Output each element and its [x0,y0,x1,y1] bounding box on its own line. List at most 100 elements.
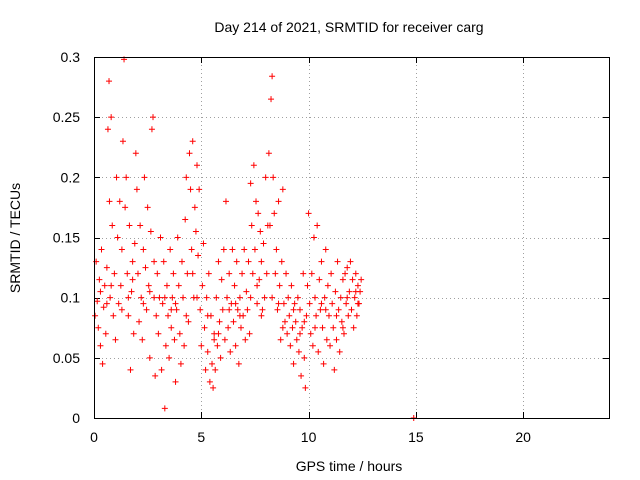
data-point [303,312,310,319]
data-point [241,246,248,253]
data-point [218,276,225,283]
data-point [344,294,351,301]
x-tick-label: 10 [301,429,317,445]
data-point [293,336,300,343]
data-point [221,336,228,343]
data-point [256,276,263,283]
data-point [103,300,110,307]
data-point [236,294,243,301]
data-point [139,336,146,343]
data-point [305,210,312,217]
data-point [130,330,137,337]
data-point [204,312,211,319]
data-point [248,222,255,229]
data-point [198,342,205,349]
data-point [295,348,302,355]
data-point [124,270,131,277]
data-point [132,150,139,157]
data-point [243,288,250,295]
data-point [358,276,365,283]
data-point [206,378,213,385]
data-point [163,282,170,289]
x-axis-label: GPS time / hours [296,458,403,474]
data-point [275,300,282,307]
data-point [118,246,125,253]
data-point [140,300,147,307]
data-point [352,288,359,295]
data-point [92,312,99,319]
data-point [307,330,314,337]
data-point [108,282,115,289]
data-point [254,300,261,307]
data-point [268,96,275,103]
y-tick-label: 0.05 [53,350,80,366]
data-point [297,306,303,313]
data-point [127,366,134,373]
data-point [154,270,161,277]
data-point [290,360,297,367]
data-point [147,228,154,235]
data-point [194,294,200,301]
y-tick-label: 0 [72,410,80,426]
data-point [289,324,296,331]
y-tick-label: 0.2 [61,169,81,185]
data-point [333,336,340,343]
data-point [170,270,177,277]
data-point [103,264,110,271]
data-point [301,318,308,325]
data-point [290,306,297,313]
data-point [150,114,157,121]
data-points [92,56,417,421]
data-point [125,312,132,319]
data-point [328,270,335,277]
data-point [98,246,105,253]
plot-frame [94,57,610,419]
data-point [330,324,337,331]
data-point [351,294,358,301]
y-tick-label: 0.15 [53,230,80,246]
data-point [108,114,115,121]
data-point [297,330,303,337]
data-point [336,348,343,355]
data-point [350,324,357,331]
data-point [148,126,155,133]
data-point [247,180,254,187]
data-point [270,174,277,181]
data-point [162,342,169,349]
data-point [253,198,260,205]
data-point [183,174,190,181]
data-point [131,240,138,247]
data-point [287,342,294,349]
data-point [301,354,308,361]
data-point [310,234,317,241]
data-point [192,228,199,235]
data-point [239,270,246,277]
data-point [184,270,191,277]
data-point [144,204,151,211]
data-point [323,336,330,343]
data-point [284,330,291,337]
data-point [279,324,286,331]
data-point [274,306,281,313]
data-point [212,366,219,373]
data-point [186,150,193,157]
data-point [183,312,190,319]
data-point [231,282,238,289]
data-point [140,246,147,253]
data-point [173,306,180,313]
data-point [209,360,216,367]
data-point [257,228,264,235]
data-point [159,300,166,307]
x-tick-labels: 0 5 10 15 20 [90,429,531,445]
data-point [141,174,148,181]
data-point [294,294,301,301]
data-point [251,246,258,253]
data-point [340,330,347,337]
data-point [235,360,242,367]
data-point [275,198,282,205]
data-point [331,366,338,373]
data-point [344,264,351,271]
data-point [349,276,356,283]
data-point [200,240,207,247]
data-point [129,258,136,265]
